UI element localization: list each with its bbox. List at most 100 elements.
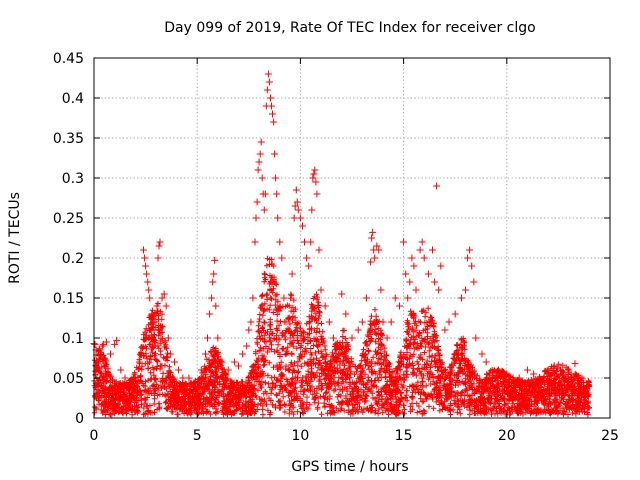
data-point bbox=[515, 374, 523, 382]
data-point bbox=[155, 242, 163, 250]
data-point bbox=[175, 366, 183, 374]
data-point bbox=[379, 318, 387, 326]
data-point bbox=[102, 338, 110, 346]
data-point bbox=[402, 270, 410, 278]
data-point bbox=[171, 358, 178, 366]
data-point bbox=[91, 340, 99, 348]
data-point bbox=[154, 254, 162, 262]
data-point bbox=[404, 294, 412, 302]
data-point bbox=[311, 166, 319, 174]
data-point bbox=[301, 238, 308, 246]
data-point bbox=[117, 366, 125, 374]
data-point bbox=[166, 350, 174, 358]
data-point bbox=[142, 262, 150, 270]
data-point bbox=[278, 254, 286, 262]
data-point bbox=[503, 370, 511, 378]
x-tick-label: 10 bbox=[291, 428, 309, 444]
data-point bbox=[523, 366, 531, 374]
data-point bbox=[282, 318, 290, 326]
data-point bbox=[214, 334, 222, 342]
data-point bbox=[565, 366, 573, 374]
data-point bbox=[160, 290, 168, 298]
data-point bbox=[158, 294, 166, 302]
data-point bbox=[544, 366, 552, 374]
x-tick-label: 15 bbox=[395, 428, 413, 444]
data-point bbox=[131, 374, 139, 382]
data-point bbox=[276, 238, 284, 246]
dense-sample-markers bbox=[91, 255, 593, 418]
data-point bbox=[143, 270, 151, 278]
data-point bbox=[431, 278, 439, 286]
data-point bbox=[272, 174, 280, 182]
data-point bbox=[470, 278, 478, 286]
data-point bbox=[249, 294, 257, 302]
data-point bbox=[441, 326, 449, 334]
data-point bbox=[197, 366, 205, 374]
data-point bbox=[334, 342, 342, 350]
data-point bbox=[435, 286, 443, 294]
data-point bbox=[243, 342, 251, 350]
data-point bbox=[530, 370, 538, 378]
data-point bbox=[457, 294, 465, 302]
data-point bbox=[144, 278, 152, 286]
data-point bbox=[113, 336, 121, 344]
data-point bbox=[256, 150, 264, 158]
data-point bbox=[111, 340, 119, 348]
data-point bbox=[418, 238, 426, 246]
data-point bbox=[299, 222, 306, 230]
data-point bbox=[294, 206, 302, 214]
data-point bbox=[377, 286, 385, 294]
data-point bbox=[270, 118, 278, 126]
x-tick-label: 20 bbox=[498, 428, 516, 444]
data-point bbox=[296, 214, 304, 222]
data-point bbox=[179, 374, 187, 382]
data-point bbox=[424, 270, 432, 278]
dense-points-layer bbox=[91, 255, 593, 418]
data-point bbox=[369, 228, 377, 236]
plot-frame bbox=[93, 57, 611, 419]
data-point bbox=[342, 310, 350, 318]
data-point bbox=[156, 238, 164, 246]
data-point bbox=[204, 334, 211, 342]
data-point bbox=[288, 270, 296, 278]
data-point bbox=[348, 334, 356, 342]
axis-ticks: 0 0.05 0.1 0.15 0.2 0.25 0.3 0.35 0.4 0.45 0 5 10 15 2… bbox=[53, 51, 619, 444]
data-point bbox=[121, 374, 129, 382]
y-tick-label: 0.05 bbox=[53, 371, 84, 387]
data-point bbox=[571, 360, 579, 368]
data-point bbox=[268, 102, 275, 110]
data-point bbox=[218, 358, 226, 366]
data-point bbox=[309, 174, 317, 182]
x-tick-label: 25 bbox=[601, 428, 619, 444]
data-point bbox=[260, 206, 268, 214]
data-point bbox=[185, 374, 193, 382]
data-point bbox=[94, 358, 102, 366]
x-tick-label: 0 bbox=[90, 428, 99, 444]
y-tick-label: 0.35 bbox=[53, 131, 84, 147]
data-point bbox=[271, 150, 279, 158]
data-point bbox=[290, 214, 298, 222]
data-point bbox=[153, 302, 161, 310]
data-point bbox=[325, 318, 333, 326]
data-point bbox=[273, 190, 281, 198]
data-point bbox=[257, 138, 265, 146]
data-point bbox=[191, 382, 199, 390]
data-point bbox=[509, 374, 517, 382]
data-point bbox=[253, 198, 261, 206]
data-point bbox=[135, 358, 143, 366]
data-point bbox=[368, 234, 376, 242]
data-point bbox=[274, 214, 282, 222]
data-point bbox=[577, 374, 585, 382]
data-point bbox=[462, 286, 469, 294]
data-point bbox=[371, 254, 379, 262]
data-point bbox=[303, 254, 311, 262]
data-point bbox=[267, 94, 274, 102]
data-point bbox=[261, 190, 269, 198]
data-point bbox=[317, 286, 325, 294]
data-point bbox=[466, 246, 474, 254]
data-point bbox=[107, 350, 114, 358]
data-point bbox=[464, 254, 472, 262]
chart-title: Day 099 of 2019, Rate Of TEC Index for r… bbox=[164, 20, 535, 36]
y-tick-label: 0.25 bbox=[53, 211, 84, 227]
